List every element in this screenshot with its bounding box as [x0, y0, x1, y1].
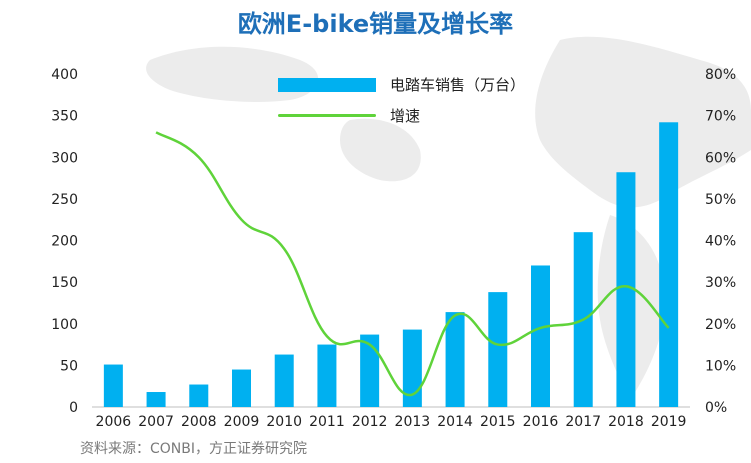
bar: [274, 354, 294, 407]
right-tick-label: 80%: [705, 67, 736, 83]
right-tick-label: 40%: [705, 234, 736, 250]
bar: [616, 172, 636, 407]
x-tick-label: 2018: [608, 414, 644, 430]
x-tick-label: 2015: [480, 414, 516, 430]
left-tick-label: 0: [69, 400, 78, 416]
bar: [189, 384, 209, 407]
left-tick-label: 100: [51, 317, 78, 333]
chart-title: 欧洲E-bike销量及增长率: [237, 10, 514, 38]
right-tick-label: 30%: [705, 275, 736, 291]
left-tick-label: 400: [51, 67, 78, 83]
right-tick-label: 10%: [705, 358, 736, 374]
x-tick-label: 2010: [266, 414, 302, 430]
right-tick-label: 50%: [705, 192, 736, 208]
source-note: 资料来源：CONBI，方正证券研究院: [80, 441, 308, 457]
legend-item-growth: 增速: [278, 105, 420, 126]
growth-line: [155, 131, 670, 397]
legend-growth-label: 增速: [390, 107, 421, 125]
x-tick-label: 2016: [523, 414, 559, 430]
bar: [488, 292, 508, 407]
bar: [445, 312, 465, 407]
x-tick-label: 2013: [395, 414, 431, 430]
bar: [232, 369, 251, 407]
legend-item-sales: 电踏车销售（万台）: [278, 74, 525, 95]
x-tick-label: 2006: [96, 414, 132, 430]
right-tick-label: 60%: [705, 150, 736, 166]
left-tick-label: 350: [51, 109, 78, 125]
bar: [531, 265, 550, 407]
right-tick-label: 0%: [705, 400, 727, 416]
bar: [146, 392, 166, 407]
left-tick-label: 300: [51, 150, 78, 166]
bar: [402, 329, 422, 407]
left-tick-label: 50: [60, 358, 78, 374]
left-tick-label: 250: [51, 192, 78, 208]
x-tick-label: 2014: [437, 414, 473, 430]
legend-sales-label: 电踏车销售（万台）: [390, 76, 526, 94]
left-tick-label: 200: [51, 234, 78, 250]
bar: [659, 122, 679, 407]
legend-bar-swatch: [278, 77, 376, 92]
x-tick-label: 2007: [138, 414, 174, 430]
x-tick-label: 2009: [224, 414, 260, 430]
x-tick-label: 2012: [352, 414, 388, 430]
x-tick-label: 2017: [565, 414, 601, 430]
legend-line-swatch: [278, 114, 376, 117]
x-tick-label: 2011: [309, 414, 345, 430]
right-tick-label: 70%: [705, 109, 736, 125]
left-tick-label: 150: [51, 275, 78, 291]
bar: [317, 344, 337, 407]
bar: [360, 334, 380, 407]
bar: [103, 364, 123, 407]
x-tick-label: 2019: [651, 414, 687, 430]
right-tick-label: 20%: [705, 317, 736, 333]
x-tick-label: 2008: [181, 414, 217, 430]
